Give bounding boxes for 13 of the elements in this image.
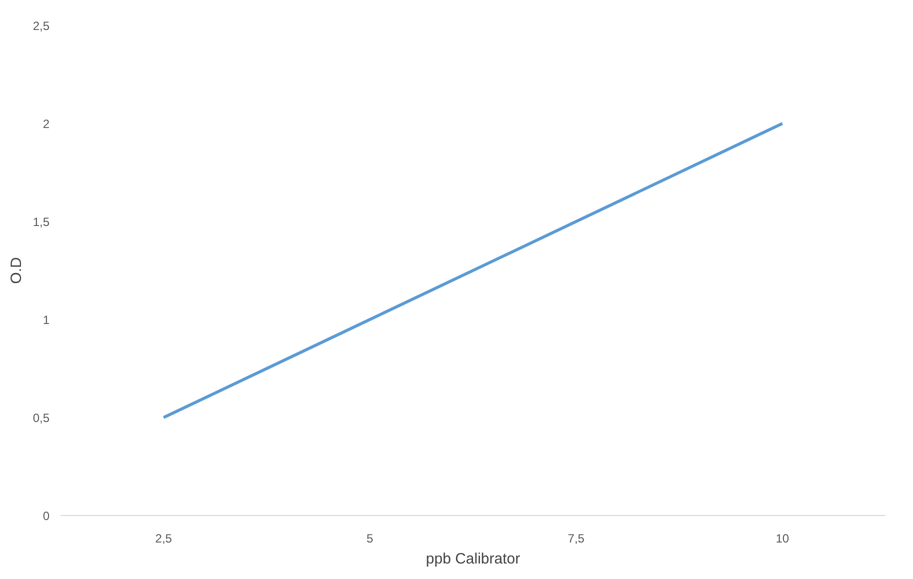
y-axis-title: O.D <box>8 257 25 284</box>
y-tick-label: 0 <box>42 509 50 523</box>
y-tick-label: 2,5 <box>32 19 50 33</box>
y-tick-label: 2 <box>42 117 50 131</box>
x-tick-label: 2,5 <box>155 532 172 546</box>
x-tick-label: 5 <box>366 532 374 546</box>
line-series <box>162 122 784 419</box>
y-tick-label: 1 <box>42 313 50 327</box>
y-tick-label: 1,5 <box>32 215 50 229</box>
x-tick-label: 10 <box>776 532 790 546</box>
x-axis-title: ppb Calibrator <box>426 550 520 568</box>
y-tick-label: 0,5 <box>32 411 50 425</box>
x-tick-label: 7,5 <box>568 532 585 546</box>
